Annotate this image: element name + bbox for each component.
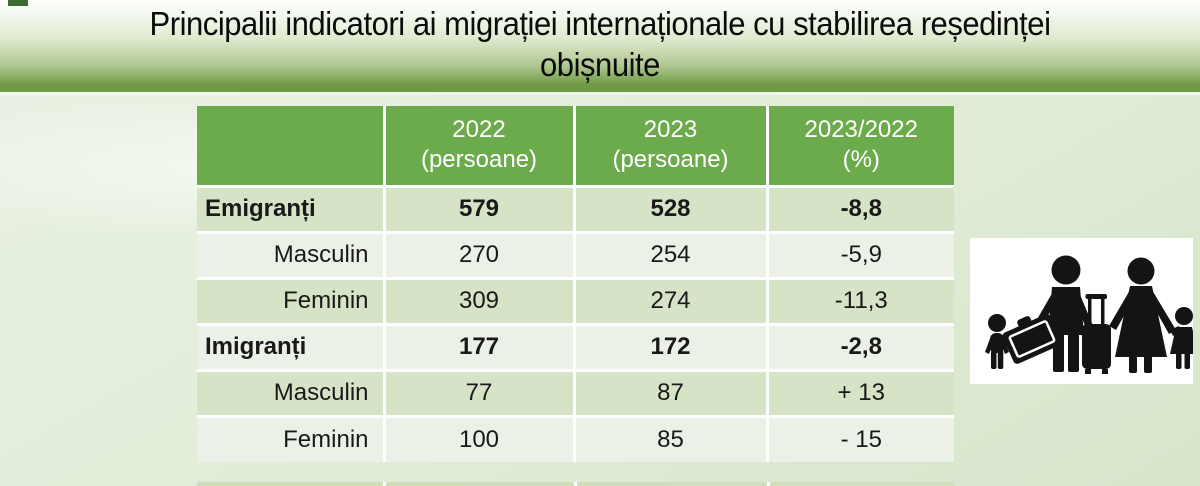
value-change: -8,8 (765, 184, 954, 234)
value-change: -11,3 (765, 276, 954, 326)
migrant-family-with-luggage-icon (985, 255, 1193, 374)
row-label: Feminin (197, 276, 386, 326)
value-change: -5,9 (765, 230, 954, 280)
illustration-card (970, 238, 1193, 384)
table-row-imigranti-feminin: Feminin 100 85 - 15 (197, 414, 954, 462)
value-2022: 309 (382, 276, 576, 326)
table-row-emigranti-masculin: Masculin 270 254 -5,9 (197, 230, 954, 280)
value-2023: 87 (572, 368, 769, 418)
header-cell-2023: 2023 (persoane) (572, 106, 769, 188)
value-2023: 85 (572, 414, 769, 462)
table-header-row: 2022 (persoane) 2023 (persoane) 2023/202… (197, 106, 954, 188)
table-row-imigranti-masculin: Masculin 77 87 + 13 (197, 368, 954, 418)
row-label: Imigranți (197, 322, 386, 372)
slide-title-line1: Principalii indicatori ai migrației inte… (149, 5, 1051, 42)
value-2023: 528 (572, 184, 769, 234)
value-2022: 579 (382, 184, 576, 234)
table-row-emigranti: Emigranți 579 528 -8,8 (197, 184, 954, 234)
slide-title: Principalii indicatori ai migrației inte… (36, 3, 1164, 85)
value-2022: 77 (382, 368, 576, 418)
header-cell-change: 2023/2022 (%) (765, 106, 954, 188)
value-2022: 270 (382, 230, 576, 280)
row-label: Emigranți (197, 184, 386, 234)
header-cell-empty (197, 106, 386, 188)
value-change: -2,8 (765, 322, 954, 372)
corner-accent-chip (8, 0, 28, 6)
table-row-imigranti: Imigranți 177 172 -2,8 (197, 322, 954, 372)
row-label: Masculin (197, 368, 386, 418)
table-row-emigranti-feminin: Feminin 309 274 -11,3 (197, 276, 954, 326)
value-2023: 172 (572, 322, 769, 372)
value-2022: 100 (382, 414, 576, 462)
value-2022: 177 (382, 322, 576, 372)
row-label: Masculin (197, 230, 386, 280)
value-change: + 13 (765, 368, 954, 418)
cutoff-next-row-strip (197, 482, 954, 486)
value-2023: 254 (572, 230, 769, 280)
value-change: - 15 (765, 414, 954, 462)
migration-indicators-table: 2022 (persoane) 2023 (persoane) 2023/202… (197, 106, 954, 462)
row-label: Feminin (197, 414, 386, 462)
header-cell-2022: 2022 (persoane) (382, 106, 576, 188)
slide-title-line2: obișnuite (540, 46, 660, 83)
value-2023: 274 (572, 276, 769, 326)
